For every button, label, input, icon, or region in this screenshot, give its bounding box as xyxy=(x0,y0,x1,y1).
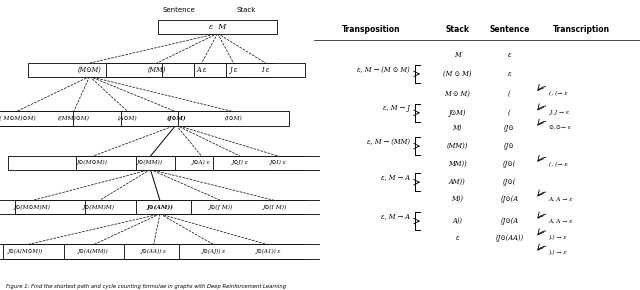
Text: M: M xyxy=(454,50,461,59)
FancyBboxPatch shape xyxy=(136,155,267,170)
Text: J⊙(AM)): J⊙(AM)) xyxy=(147,204,173,210)
Text: ((MM)⊙M): ((MM)⊙M) xyxy=(58,116,90,121)
Text: J, J → ε: J, J → ε xyxy=(548,110,569,115)
Text: J⊙(A1)) ε: J⊙(A1)) ε xyxy=(256,249,282,254)
Text: (J⊙(A: (J⊙(A xyxy=(500,195,518,203)
Text: A ε: A ε xyxy=(196,66,207,74)
Text: ε: ε xyxy=(508,50,511,59)
Text: Stack: Stack xyxy=(237,8,256,13)
Text: Figure 1: Find the shortest path and cycle counting formulae in graphs with Deep: Figure 1: Find the shortest path and cyc… xyxy=(6,284,287,289)
Text: Sentence: Sentence xyxy=(489,25,530,34)
FancyBboxPatch shape xyxy=(15,200,184,214)
FancyBboxPatch shape xyxy=(0,200,126,214)
Text: ε  M: ε M xyxy=(209,23,227,31)
Text: ε, M → (MM): ε, M → (MM) xyxy=(367,137,410,146)
FancyBboxPatch shape xyxy=(85,200,235,214)
Text: (: ( xyxy=(508,89,511,97)
FancyBboxPatch shape xyxy=(8,155,177,170)
Text: (J⊙: (J⊙ xyxy=(504,142,515,150)
FancyBboxPatch shape xyxy=(72,111,184,126)
Text: (A⊙M): (A⊙M) xyxy=(118,116,138,121)
Text: ε, M → (M ⊙ M): ε, M → (M ⊙ M) xyxy=(357,65,410,73)
Text: A, A → ε: A, A → ε xyxy=(548,219,573,224)
Text: J⊙(A(MM)): J⊙(A(MM)) xyxy=(77,249,108,254)
Text: (J⊙(: (J⊙( xyxy=(503,160,516,168)
Text: (( M⊙M)⊙M): (( M⊙M)⊙M) xyxy=(0,116,35,121)
Text: J⊙I) ε: J⊙I) ε xyxy=(270,160,287,165)
FancyBboxPatch shape xyxy=(194,63,273,77)
FancyBboxPatch shape xyxy=(136,200,305,214)
Text: Transcription: Transcription xyxy=(553,25,610,34)
FancyBboxPatch shape xyxy=(191,200,360,214)
Text: M): M) xyxy=(452,124,462,132)
Text: M ⊙ M): M ⊙ M) xyxy=(444,89,470,97)
Text: J⊙(J M)): J⊙(J M)) xyxy=(209,204,233,210)
FancyBboxPatch shape xyxy=(3,244,183,259)
Text: J⊙(M⊙M)M): J⊙(M⊙M)M) xyxy=(13,204,51,210)
Text: (J⊙(: (J⊙( xyxy=(503,178,516,186)
Text: Stack: Stack xyxy=(445,25,469,34)
FancyBboxPatch shape xyxy=(213,155,344,170)
FancyBboxPatch shape xyxy=(28,63,151,77)
Text: J⊙(MM)M): J⊙(MM)M) xyxy=(83,204,115,210)
Text: J⊙J) ε: J⊙J) ε xyxy=(232,160,248,165)
Text: (J⊙: (J⊙ xyxy=(504,124,515,132)
Text: (, (→ ε: (, (→ ε xyxy=(548,162,567,167)
Text: Sentence: Sentence xyxy=(163,8,196,13)
Text: J⊙(I M)): J⊙(I M)) xyxy=(263,204,287,210)
Text: Transposition: Transposition xyxy=(341,25,400,34)
Text: J⊙(AA)) ε: J⊙(AA)) ε xyxy=(141,249,166,254)
Text: A)): A)) xyxy=(452,217,462,225)
Text: ),) → ε: ),) → ε xyxy=(548,251,567,255)
Text: J ε: J ε xyxy=(230,66,237,74)
Text: ε: ε xyxy=(508,70,511,78)
Text: (J⊙M): (J⊙M) xyxy=(166,116,186,121)
Text: ε, M → J: ε, M → J xyxy=(383,104,410,112)
Text: J⊙(A(M⊙M)): J⊙(A(M⊙M)) xyxy=(8,249,44,254)
FancyBboxPatch shape xyxy=(178,111,289,126)
FancyBboxPatch shape xyxy=(124,244,305,259)
FancyBboxPatch shape xyxy=(226,63,305,77)
FancyBboxPatch shape xyxy=(120,111,232,126)
Text: ε, M → A: ε, M → A xyxy=(381,213,410,220)
Text: (M ⊙ M): (M ⊙ M) xyxy=(443,70,472,78)
Text: ),) → ε: ),) → ε xyxy=(548,235,567,240)
Text: ⊙,⊙→ ε: ⊙,⊙→ ε xyxy=(548,126,571,130)
Text: (J⊙(AA)): (J⊙(AA)) xyxy=(495,234,524,242)
FancyBboxPatch shape xyxy=(162,63,241,77)
Text: AM)): AM)) xyxy=(449,178,465,186)
FancyBboxPatch shape xyxy=(63,244,244,259)
Text: ε, M → A: ε, M → A xyxy=(381,174,410,182)
Text: ε: ε xyxy=(456,234,459,242)
FancyBboxPatch shape xyxy=(0,111,158,126)
Text: J⊙(MM)): J⊙(MM)) xyxy=(138,160,163,165)
Text: (M⊙M): (M⊙M) xyxy=(77,66,102,74)
Text: MM)): MM)) xyxy=(448,160,467,168)
Text: (J⊙(A: (J⊙(A xyxy=(500,217,518,225)
Text: (MM): (MM) xyxy=(148,66,166,74)
FancyBboxPatch shape xyxy=(175,155,305,170)
Text: M)): M)) xyxy=(451,195,463,203)
FancyBboxPatch shape xyxy=(76,155,225,170)
Text: (, (→ ε: (, (→ ε xyxy=(548,91,567,96)
FancyBboxPatch shape xyxy=(0,244,125,259)
Text: J⊙A) ε: J⊙A) ε xyxy=(192,160,211,165)
Text: (I⊙M): (I⊙M) xyxy=(225,116,243,121)
Text: (MM)): (MM)) xyxy=(447,142,468,150)
Text: J⊙(M⊙M)): J⊙(M⊙M)) xyxy=(77,160,108,165)
FancyBboxPatch shape xyxy=(0,111,120,126)
Text: J⊙(AJ)) ε: J⊙(AJ)) ε xyxy=(202,249,227,254)
FancyBboxPatch shape xyxy=(179,244,359,259)
FancyBboxPatch shape xyxy=(106,63,207,77)
Text: A, A → ε: A, A → ε xyxy=(548,196,573,201)
Text: J⊙M): J⊙M) xyxy=(449,109,466,117)
FancyBboxPatch shape xyxy=(158,19,277,34)
Text: (: ( xyxy=(508,109,511,117)
Text: I ε: I ε xyxy=(262,66,269,74)
